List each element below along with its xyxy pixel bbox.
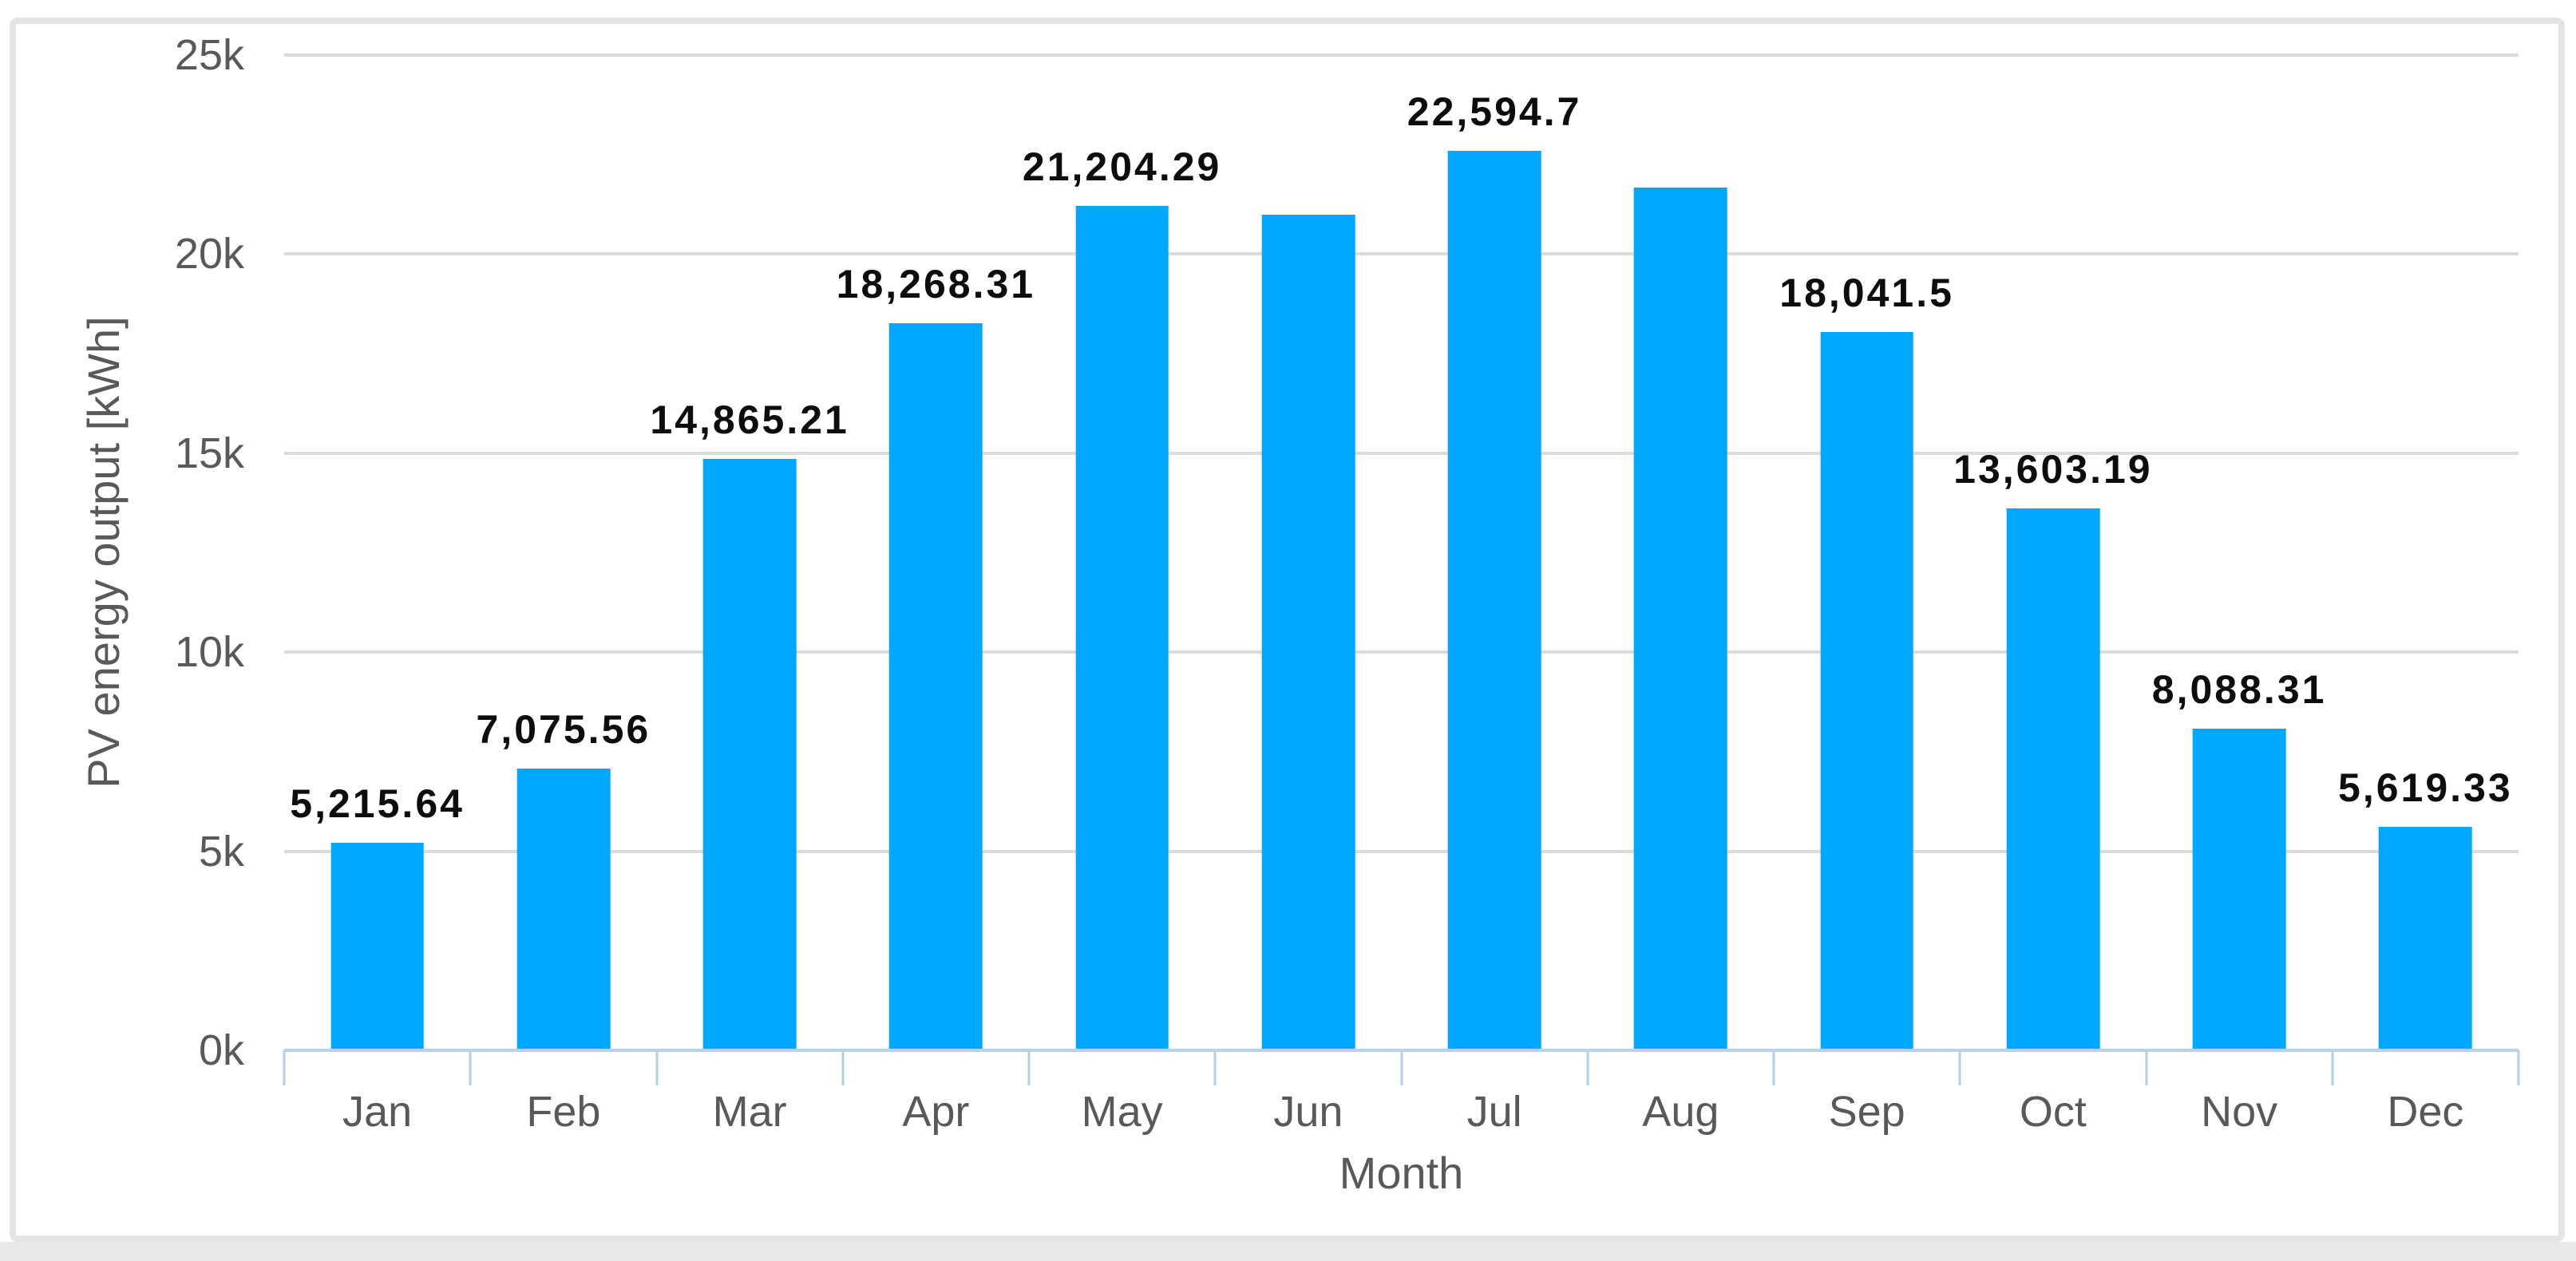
bar-sep[interactable] (1820, 332, 1913, 1050)
data-label-nov: 8,088.31 (2151, 666, 2327, 712)
data-label-jan: 5,215.64 (290, 781, 465, 826)
bar-jan[interactable] (330, 842, 424, 1050)
bar-slot-jan: 5,215.64 (284, 55, 470, 1050)
bar-nov[interactable] (2192, 728, 2286, 1050)
x-axis-tick-label-feb: Feb (526, 1088, 601, 1136)
plot-area: 5,215.64 7,075.56 14,865.21 18,268.31 21,204… (175, 34, 2520, 1085)
y-axis-tick-label: 15k (174, 429, 244, 477)
bar-jul[interactable] (1447, 150, 1541, 1050)
bar-slot-dec: 5,619.33 (2333, 55, 2519, 1050)
data-label-mar: 14,865.21 (650, 397, 849, 442)
bar-slot-mar: 14,865.21 (650, 55, 847, 1050)
x-axis-tick-mark (283, 1050, 286, 1085)
x-axis-tick-labels: Jan Feb Mar Apr May Jun Jul Aug Sep Oct Nov Dec (284, 1090, 2519, 1133)
y-axis-title: PV energy output [kWh] (78, 316, 129, 789)
x-axis-tick-label-mar: Mar (712, 1088, 787, 1136)
bar-dec[interactable] (2379, 826, 2472, 1050)
chart-card: PV energy output [kWh] 5,215.64 7,075.56 1… (10, 18, 2565, 1242)
y-axis-tick-label: 5k (198, 827, 244, 876)
bar-slot-jul: 22,594.7 (1402, 55, 1588, 1050)
x-axis-tick-label-aug: Aug (1642, 1088, 1719, 1136)
bar-mar[interactable] (702, 458, 797, 1050)
data-label-feb: 7,075.56 (476, 707, 651, 753)
x-axis-tick-mark (841, 1050, 845, 1085)
x-axis-tick-mark (1958, 1050, 1961, 1085)
bar-may[interactable] (1075, 206, 1169, 1050)
x-axis-tick-label-jun: Jun (1273, 1088, 1343, 1136)
y-axis-tick-label: 0k (198, 1026, 244, 1074)
data-label-oct: 13,603.19 (1953, 447, 2153, 492)
bar-slot-sep: 18,041.5 (1774, 55, 1960, 1050)
bar-slot-apr: 18,268.31 (837, 55, 1033, 1050)
bar-oct[interactable] (2006, 508, 2100, 1050)
x-axis-title: Month (1339, 1148, 1464, 1198)
bar-slot-may: 21,204.29 (1023, 55, 1219, 1050)
x-axis-tick-label-may: May (1081, 1088, 1163, 1136)
x-axis-tick-mark (1400, 1050, 1403, 1085)
x-axis-tick-mark (1586, 1050, 1589, 1085)
x-axis-tick-label-jan: Jan (342, 1088, 413, 1136)
x-axis-tick-label-nov: Nov (2201, 1088, 2278, 1136)
x-axis-tick-mark (2331, 1050, 2334, 1085)
data-label-may: 21,204.29 (1022, 144, 1222, 190)
x-axis-tick-mark (2145, 1050, 2147, 1085)
data-label-apr: 18,268.31 (836, 261, 1036, 306)
window-bottom-strip (0, 1242, 2576, 1261)
x-axis-tick-mark (1213, 1050, 1217, 1085)
x-axis-tick-label-oct: Oct (2019, 1088, 2087, 1136)
y-axis-tick-label: 25k (174, 31, 244, 79)
bar-series: 5,215.64 7,075.56 14,865.21 18,268.31 21,204… (284, 55, 2519, 1050)
y-axis-tick-label: 10k (174, 628, 244, 677)
y-axis-tick-label: 20k (174, 230, 244, 279)
bar-slot-feb: 7,075.56 (470, 55, 656, 1050)
data-label-dec: 5,619.33 (2338, 765, 2513, 810)
x-axis-tick-mark (1772, 1050, 1775, 1085)
bar-apr[interactable] (889, 322, 983, 1050)
bar-slot-nov: 8,088.31 (2147, 55, 2333, 1050)
data-label-jul: 22,594.7 (1407, 89, 1582, 134)
bar-slot-jun (1215, 55, 1401, 1050)
x-axis-tick-label-sep: Sep (1828, 1088, 1905, 1136)
gridline-25k (284, 53, 2519, 57)
bar-jun[interactable] (1261, 214, 1355, 1050)
x-axis-tick-mark (1027, 1050, 1031, 1085)
bar-slot-oct: 13,603.19 (1953, 55, 2151, 1050)
x-axis-tick-mark (469, 1050, 472, 1085)
x-axis-tick-mark (2517, 1050, 2520, 1085)
gridline-20k (284, 252, 2519, 256)
bar-aug[interactable] (1634, 187, 1727, 1050)
x-axis-tick-label-apr: Apr (902, 1088, 970, 1136)
x-axis-tick-label-jul: Jul (1466, 1088, 1522, 1136)
gridline-5k (284, 849, 2519, 853)
bar-feb[interactable] (516, 769, 611, 1050)
gridline-15k (284, 451, 2519, 455)
x-axis-line (284, 1049, 2519, 1052)
bar-slot-aug (1588, 55, 1774, 1050)
gridline-10k (284, 650, 2519, 654)
x-axis-tick-label-dec: Dec (2387, 1088, 2464, 1136)
x-axis-tick-mark (655, 1050, 658, 1085)
data-label-sep: 18,041.5 (1779, 271, 1954, 316)
